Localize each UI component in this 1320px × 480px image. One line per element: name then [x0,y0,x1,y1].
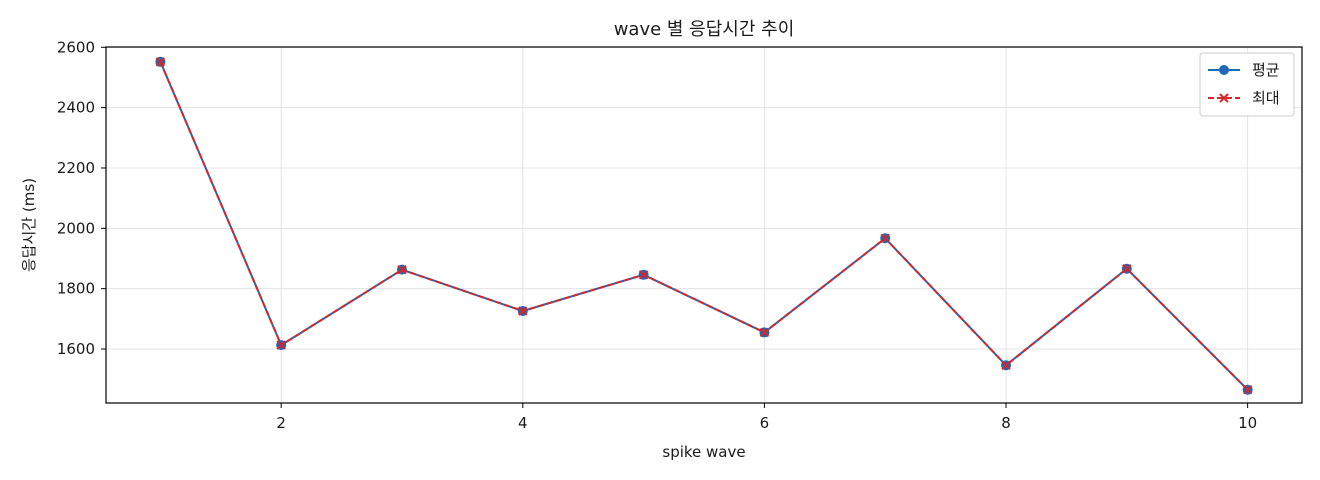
series [155,56,1253,395]
legend-marker-max [1219,93,1229,103]
data-point-1 [518,306,528,316]
x-tick-label: 6 [760,414,770,432]
x-tick-label: 8 [1001,414,1011,432]
legend-entry-max: 최대 [1208,89,1280,107]
y-tick-label: 2000 [57,219,95,237]
data-point-1 [397,264,407,275]
axis-ticks: 2 4 6 8 10 1600 1800 2000 2200 2400 2600 [57,38,1257,432]
chart-title: wave 별 응답시간 추이 [614,19,795,40]
data-point-1 [1122,264,1132,274]
grid [106,46,1302,403]
x-tick-label: 2 [276,414,286,432]
data-point-1 [759,327,770,338]
x-tick-label: 10 [1238,414,1257,432]
legend-entry-avg: 평균 [1208,61,1280,79]
x-tick-label: 4 [518,414,528,432]
y-tick-label: 1600 [57,340,95,358]
data-point-1 [638,270,649,280]
series-line-0 [159,61,1249,391]
y-tick-label: 1800 [57,280,95,298]
legend-marker-avg [1219,65,1229,75]
data-point-1 [155,57,166,67]
data-point-1 [276,340,286,350]
y-axis-title: 응답시간 (ms) [20,178,38,272]
plot-area [105,46,1303,404]
y-tick-label: 2200 [57,159,95,177]
data-point-1 [1001,360,1011,370]
legend-label-max: 최대 [1252,89,1280,107]
legend: 평균 최대 [1199,52,1295,117]
legend-box [1199,52,1295,117]
data-point-1 [1242,385,1253,395]
legend-label-avg: 평균 [1252,61,1280,79]
data-point-1 [880,233,890,243]
y-tick-label: 2400 [57,99,95,117]
series-line-1 [159,61,1249,391]
x-axis-title: spike wave [662,443,745,461]
y-tick-label: 2600 [57,38,95,56]
